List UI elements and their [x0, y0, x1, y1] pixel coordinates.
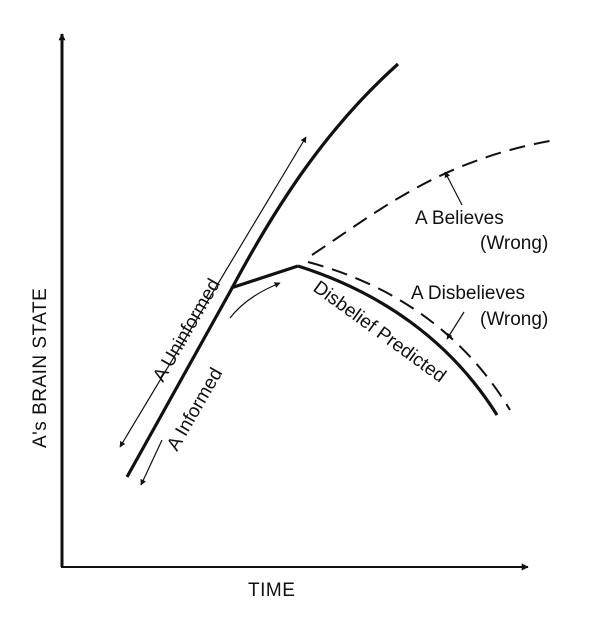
informed-arrow-up — [229, 282, 281, 319]
believes-label: A Believes — [415, 208, 504, 229]
uninformed-trajectory — [125, 62, 400, 478]
disbelieves-note: (Wrong) — [480, 309, 548, 330]
uninformed-range-arrow — [119, 136, 307, 448]
disbelieves-label: A Disbelieves — [411, 283, 525, 304]
informed-label: A Informed — [163, 364, 227, 454]
informed-arrow-down — [140, 439, 163, 486]
believes-dashed-curve — [311, 139, 556, 256]
believes-pointer-arrow — [444, 171, 463, 206]
disbelieves-dashed-curve — [307, 261, 511, 411]
x-axis-label: TIME — [248, 580, 295, 601]
disbelief-predicted-curve — [297, 264, 499, 416]
disbelieves-pointer-arrow — [446, 311, 465, 340]
believes-note: (Wrong) — [480, 233, 548, 254]
y-axis-label: A's BRAIN STATE — [30, 288, 51, 448]
